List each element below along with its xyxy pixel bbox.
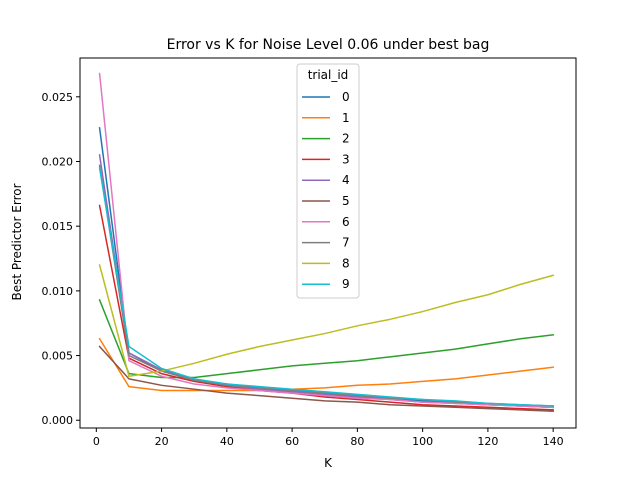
y-tick-label: 0.015	[42, 220, 74, 233]
x-axis-label: K	[324, 456, 333, 470]
series-line-1	[98, 337, 554, 392]
x-tick-label: 20	[155, 435, 169, 448]
legend-label-5: 5	[342, 194, 350, 208]
x-tick-label: 140	[543, 435, 564, 448]
x-tick-label: 0	[93, 435, 100, 448]
series-line-6	[98, 72, 554, 409]
x-tick-label: 40	[220, 435, 234, 448]
y-tick-label: 0.010	[42, 285, 74, 298]
series-line-8	[98, 264, 555, 377]
x-tick-label: 100	[412, 435, 433, 448]
plot-area-frame	[79, 57, 577, 429]
series-line-2	[98, 298, 554, 379]
legend-label-6: 6	[342, 215, 350, 229]
legend-label-9: 9	[342, 277, 350, 291]
y-axis-label: Best Predictor Error	[10, 183, 24, 300]
series-lines	[98, 72, 555, 412]
y-tick-label: 0.025	[42, 91, 74, 104]
chart-title: Error vs K for Noise Level 0.06 under be…	[167, 37, 490, 53]
legend-box	[296, 63, 360, 299]
legend: trial_id 0 1 2 3 4 5 6 7 8 9	[296, 63, 360, 299]
series-line-9	[98, 167, 554, 407]
y-tick-label: 0.005	[42, 350, 74, 363]
legend-label-0: 0	[342, 90, 350, 104]
x-tick-label: 60	[285, 435, 299, 448]
x-tick-label: 80	[350, 435, 364, 448]
y-tick-label: 0.000	[42, 414, 74, 427]
y-tick-label: 0.020	[42, 155, 74, 168]
legend-label-7: 7	[342, 236, 350, 250]
axis-ticks: 0 20 40 60 80 100 120 1400.0000.0050.0100.0150.…	[42, 91, 564, 448]
legend-label-3: 3	[342, 152, 350, 166]
legend-label-8: 8	[342, 256, 350, 270]
x-tick-label: 120	[477, 435, 498, 448]
series-line-3	[98, 204, 554, 411]
legend-label-2: 2	[342, 132, 350, 146]
legend-label-1: 1	[342, 111, 350, 125]
series-line-5	[98, 345, 554, 412]
legend-items: 0 1 2 3 4 5 6 7 8 9	[302, 90, 350, 291]
legend-label-4: 4	[342, 173, 350, 187]
legend-title: trial_id	[308, 68, 349, 82]
